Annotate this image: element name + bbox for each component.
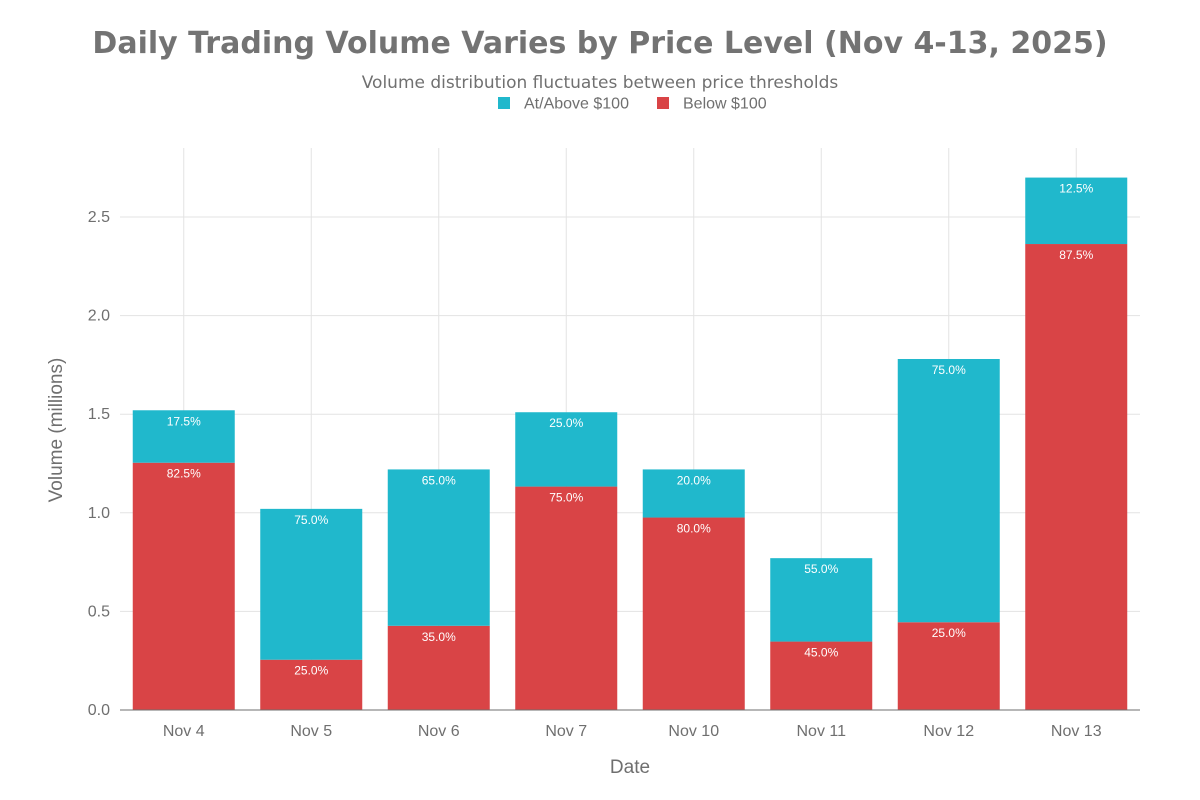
bar-below-100-nov-12	[897, 622, 1000, 710]
bar-value-label: 25.0%	[549, 416, 583, 430]
legend-label: At/Above $100	[524, 96, 629, 113]
bar-value-label: 12.5%	[1059, 182, 1093, 196]
legend-label: Below $100	[683, 96, 767, 113]
bar-value-label: 87.5%	[1059, 248, 1093, 262]
bar-at-above-100-nov-6	[387, 469, 490, 626]
x-tick-label: Nov 11	[796, 723, 846, 740]
legend: At/Above $100 Below $100	[498, 96, 767, 113]
bar-value-label: 75.0%	[294, 513, 328, 527]
x-tick-label: Nov 6	[418, 723, 460, 740]
bar-at-above-100-nov-12	[897, 358, 1000, 623]
bar-value-label: 82.5%	[167, 467, 201, 481]
legend-swatch	[657, 97, 669, 109]
bar-below-100-nov-6	[387, 625, 490, 710]
y-tick-label: 0.5	[88, 603, 110, 620]
x-tick-label: Nov 10	[668, 723, 719, 740]
bar-value-label: 65.0%	[422, 473, 456, 487]
chart-subtitle: Volume distribution fluctuates between p…	[362, 73, 839, 93]
x-tick-label: Nov 4	[163, 723, 205, 740]
y-tick-label: 0.0	[88, 702, 110, 719]
x-tick-label: Nov 7	[545, 723, 587, 740]
bar-below-100-nov-11	[770, 641, 873, 710]
bar-at-above-100-nov-5	[260, 508, 363, 660]
bar-below-100-nov-5	[260, 659, 363, 710]
bar-below-100-nov-13	[1025, 244, 1128, 710]
y-axis-title: Volume (millions)	[46, 358, 67, 503]
y-tick-label: 2.0	[88, 308, 110, 325]
bar-at-above-100-nov-11	[770, 558, 873, 642]
bar-value-label: 80.0%	[677, 522, 711, 536]
bar-value-label: 25.0%	[294, 664, 328, 678]
x-ticks: Nov 4 Nov 5 Nov 6 Nov 7 Nov 10 Nov 11 Nov 12 No…	[163, 723, 1102, 740]
bar-value-label: 20.0%	[677, 473, 711, 487]
bar-value-label: 75.0%	[549, 491, 583, 505]
bar-below-100-nov-4	[132, 462, 235, 710]
bar-at-above-100-nov-10	[642, 469, 745, 518]
x-tick-label: Nov 12	[923, 723, 974, 740]
y-ticks: 0.0 0.5 1.0 1.5 2.0 2.5	[88, 209, 110, 719]
y-tick-label: 2.5	[88, 209, 110, 226]
bar-below-100-nov-10	[642, 517, 745, 710]
bar-at-above-100-nov-7	[515, 412, 618, 487]
y-tick-label: 1.0	[88, 505, 110, 522]
legend-swatch	[498, 97, 510, 109]
bar-value-label: 25.0%	[932, 626, 966, 640]
bar-value-label: 55.0%	[804, 562, 838, 576]
chart-title: Daily Trading Volume Varies by Price Lev…	[92, 26, 1107, 61]
bar-at-above-100-nov-13	[1025, 177, 1128, 245]
x-axis-title: Date	[610, 757, 650, 778]
bar-value-label: 35.0%	[422, 630, 456, 644]
x-tick-label: Nov 13	[1051, 723, 1102, 740]
bar-value-label: 17.5%	[167, 414, 201, 428]
bar-value-label: 75.0%	[932, 363, 966, 377]
bars	[132, 177, 1128, 710]
bar-labels: 82.5% 17.5% 25.0% 75.0% 35.0% 65.0% 75.0% 25.0%…	[167, 182, 1094, 678]
bar-below-100-nov-7	[515, 486, 618, 710]
bar-at-above-100-nov-4	[132, 410, 235, 463]
x-tick-label: Nov 5	[290, 723, 332, 740]
y-tick-label: 1.5	[88, 406, 110, 423]
bar-value-label: 45.0%	[804, 646, 838, 660]
